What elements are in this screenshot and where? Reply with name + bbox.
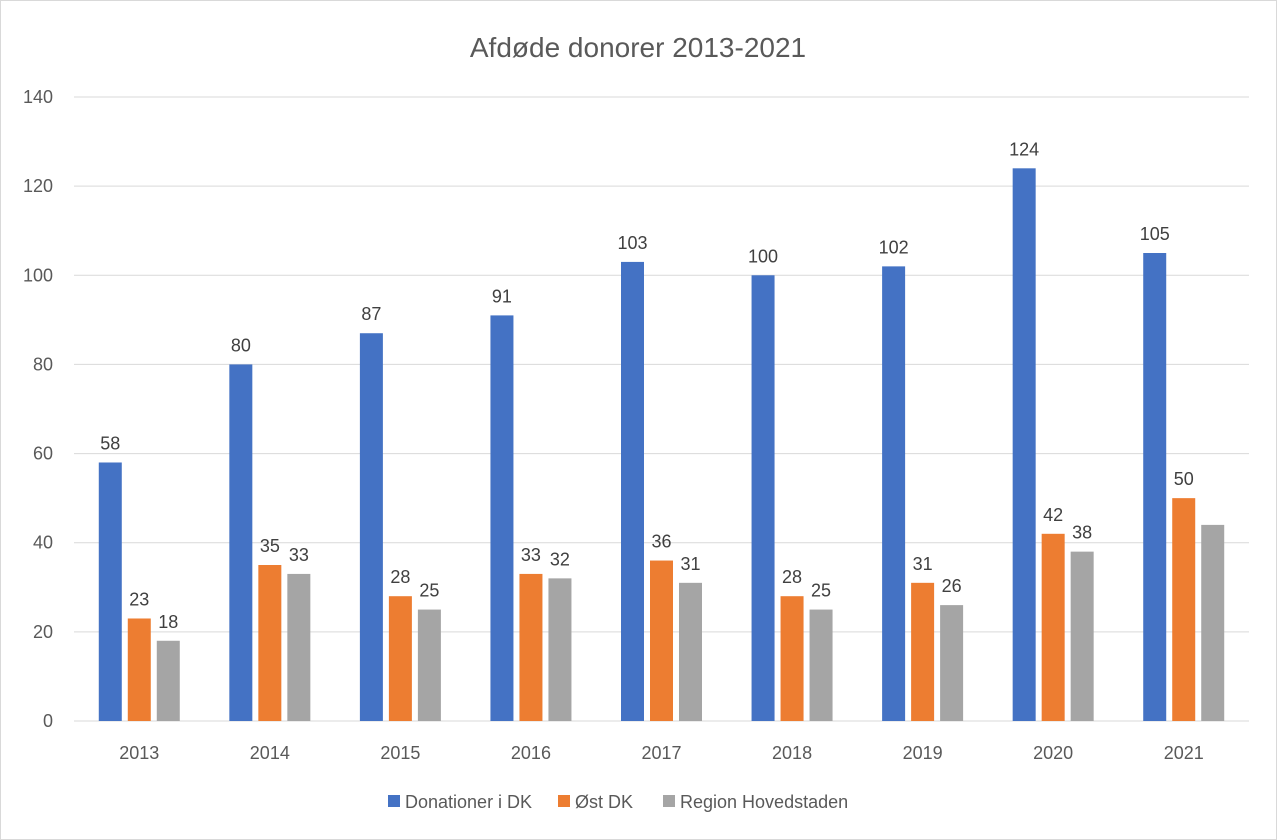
bar bbox=[911, 582, 935, 721]
bar bbox=[621, 261, 644, 721]
bar bbox=[98, 462, 122, 721]
bar bbox=[258, 565, 282, 721]
data-label: 28 bbox=[390, 567, 410, 587]
data-label: 58 bbox=[100, 433, 120, 453]
bar bbox=[229, 364, 253, 721]
data-label: 42 bbox=[1043, 505, 1063, 525]
legend-swatch bbox=[558, 795, 570, 807]
legend-label: Region Hovedstaden bbox=[680, 792, 848, 812]
data-label: 124 bbox=[1009, 139, 1039, 159]
data-label: 23 bbox=[129, 589, 149, 609]
bar bbox=[1143, 253, 1167, 721]
data-label: 25 bbox=[811, 581, 831, 601]
data-label: 91 bbox=[492, 286, 512, 306]
x-tick-label: 2019 bbox=[903, 743, 943, 763]
x-tick-label: 2016 bbox=[511, 743, 551, 763]
bar bbox=[548, 578, 572, 721]
bar bbox=[650, 560, 673, 721]
bar bbox=[127, 618, 151, 721]
data-label: 80 bbox=[231, 335, 251, 355]
data-label: 31 bbox=[913, 554, 933, 574]
data-label: 36 bbox=[651, 532, 671, 552]
bar bbox=[751, 275, 775, 721]
x-tick-label: 2020 bbox=[1033, 743, 1073, 763]
bar bbox=[156, 640, 180, 721]
y-tick-label: 120 bbox=[23, 176, 53, 196]
bar bbox=[1041, 533, 1065, 721]
x-tick-label: 2013 bbox=[119, 743, 159, 763]
data-label: 25 bbox=[419, 581, 439, 601]
chart-title: Afdøde donorer 2013-2021 bbox=[470, 32, 806, 63]
x-axis: 2013 2014 2015 2016 2017 2018 2019 2020 2021 bbox=[119, 743, 1203, 763]
bar bbox=[882, 266, 906, 721]
y-tick-label: 100 bbox=[23, 265, 53, 285]
data-label: 38 bbox=[1072, 523, 1092, 543]
y-tick-label: 40 bbox=[33, 533, 53, 553]
bar bbox=[1201, 524, 1225, 721]
bar bbox=[490, 315, 514, 721]
y-tick-label: 80 bbox=[33, 354, 53, 374]
y-tick-label: 140 bbox=[23, 87, 53, 107]
bars bbox=[98, 168, 1225, 722]
data-label: 50 bbox=[1174, 469, 1194, 489]
bar bbox=[780, 596, 804, 721]
bar bbox=[809, 609, 833, 721]
data-label: 33 bbox=[521, 545, 541, 565]
legend-label: Øst DK bbox=[575, 792, 633, 812]
legend-label: Donationer i DK bbox=[405, 792, 532, 812]
legend-swatch bbox=[388, 795, 400, 807]
bar bbox=[417, 609, 441, 721]
data-label: 35 bbox=[260, 536, 280, 556]
bar bbox=[679, 582, 702, 721]
bar bbox=[388, 596, 412, 721]
data-label: 87 bbox=[361, 304, 381, 324]
x-tick-label: 2021 bbox=[1164, 743, 1204, 763]
y-tick-label: 60 bbox=[33, 444, 53, 464]
y-tick-label: 0 bbox=[43, 711, 53, 731]
legend: Donationer i DK Øst DK Region Hovedstaden bbox=[388, 792, 848, 812]
data-label: 102 bbox=[879, 237, 909, 257]
data-label: 28 bbox=[782, 567, 802, 587]
bar bbox=[359, 333, 383, 721]
bar bbox=[287, 573, 311, 721]
y-axis: 0 20 40 60 80 100 120 140 bbox=[23, 87, 53, 731]
data-label: 103 bbox=[617, 233, 647, 253]
data-label: 100 bbox=[748, 246, 778, 266]
x-tick-label: 2015 bbox=[380, 743, 420, 763]
bar bbox=[940, 605, 964, 721]
data-label: 105 bbox=[1140, 224, 1170, 244]
bar bbox=[1070, 551, 1094, 721]
data-label: 32 bbox=[550, 549, 570, 569]
y-tick-label: 20 bbox=[33, 622, 53, 642]
x-tick-label: 2014 bbox=[250, 743, 290, 763]
data-labels: 58 23 18 80 35 33 87 28 25 91 33 32 103 36 31 100 28 25 10… bbox=[100, 139, 1193, 631]
legend-swatch bbox=[663, 795, 675, 807]
x-tick-label: 2017 bbox=[641, 743, 681, 763]
x-tick-label: 2018 bbox=[772, 743, 812, 763]
bar bbox=[1012, 168, 1036, 722]
bar bbox=[1172, 498, 1196, 721]
bar bbox=[519, 573, 543, 721]
data-label: 33 bbox=[289, 545, 309, 565]
data-label: 26 bbox=[942, 576, 962, 596]
data-label: 31 bbox=[680, 554, 700, 574]
data-label: 18 bbox=[158, 612, 178, 632]
